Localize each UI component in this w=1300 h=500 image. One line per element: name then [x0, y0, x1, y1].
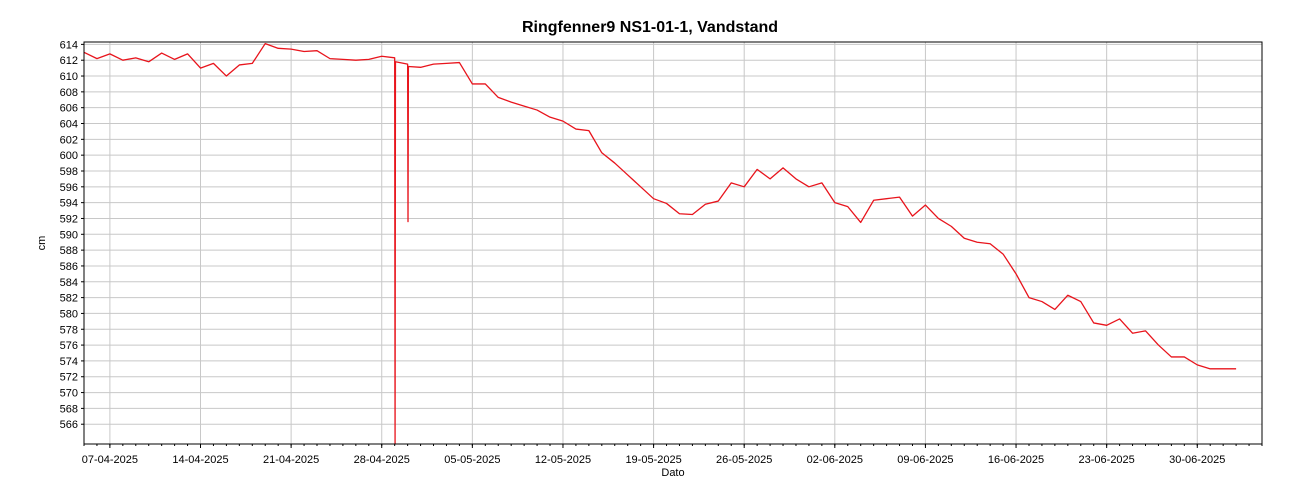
- y-tick-label: 566: [60, 419, 78, 431]
- y-tick-label: 606: [60, 103, 78, 115]
- y-axis-label: cm: [36, 236, 48, 251]
- y-tick-label: 576: [60, 340, 78, 352]
- y-tick-label: 604: [60, 119, 78, 131]
- x-tick-label: 21-04-2025: [263, 454, 319, 466]
- y-tick-label: 572: [60, 372, 78, 384]
- grid-lines: [84, 42, 1262, 444]
- y-tick-label: 596: [60, 182, 78, 194]
- x-tick-label: 07-04-2025: [82, 454, 138, 466]
- x-tick-label: 02-06-2025: [807, 454, 863, 466]
- y-tick-label: 612: [60, 55, 78, 67]
- y-tick-label: 592: [60, 213, 78, 225]
- y-tick-label: 586: [60, 261, 78, 273]
- y-tick-label: 598: [60, 166, 78, 178]
- y-axis-ticks: 566 568 570 572 574 576 578 580 582 584 586 588 590 5…: [60, 39, 84, 431]
- x-tick-label: 16-06-2025: [988, 454, 1044, 466]
- y-tick-label: 594: [60, 198, 78, 210]
- x-tick-label: 26-05-2025: [716, 454, 772, 466]
- y-tick-label: 600: [60, 150, 78, 162]
- y-tick-label: 614: [60, 39, 78, 51]
- x-axis-label: Dato: [661, 467, 684, 479]
- x-tick-label: 05-05-2025: [444, 454, 500, 466]
- y-tick-label: 568: [60, 403, 78, 415]
- x-axis-ticks: 07-04-2025 14-04-2025 21-04-2025 28-04-2025…: [82, 444, 1263, 466]
- y-tick-label: 580: [60, 308, 78, 320]
- y-tick-label: 584: [60, 277, 78, 289]
- y-tick-label: 608: [60, 87, 78, 99]
- y-tick-label: 582: [60, 293, 78, 305]
- x-tick-label: 12-05-2025: [535, 454, 591, 466]
- x-tick-label: 28-04-2025: [354, 454, 410, 466]
- x-tick-label: 14-04-2025: [172, 454, 228, 466]
- y-tick-label: 574: [60, 356, 78, 368]
- y-tick-label: 602: [60, 134, 78, 146]
- plot-frame: [83, 41, 1263, 445]
- series-layer: [83, 42, 1237, 445]
- y-tick-label: 590: [60, 229, 78, 241]
- chart-title: Ringfenner9 NS1-01-1, Vandstand: [521, 19, 779, 36]
- y-tick-label: 570: [60, 388, 78, 400]
- y-tick-label: 588: [60, 245, 78, 257]
- x-tick-label: 30-06-2025: [1169, 454, 1225, 466]
- y-tick-label: 610: [60, 71, 78, 83]
- x-tick-label: 23-06-2025: [1079, 454, 1135, 466]
- x-tick-label: 19-05-2025: [625, 454, 681, 466]
- x-tick-label: 09-06-2025: [897, 454, 953, 466]
- y-tick-label: 578: [60, 324, 78, 336]
- series-line-0: [83, 42, 1237, 445]
